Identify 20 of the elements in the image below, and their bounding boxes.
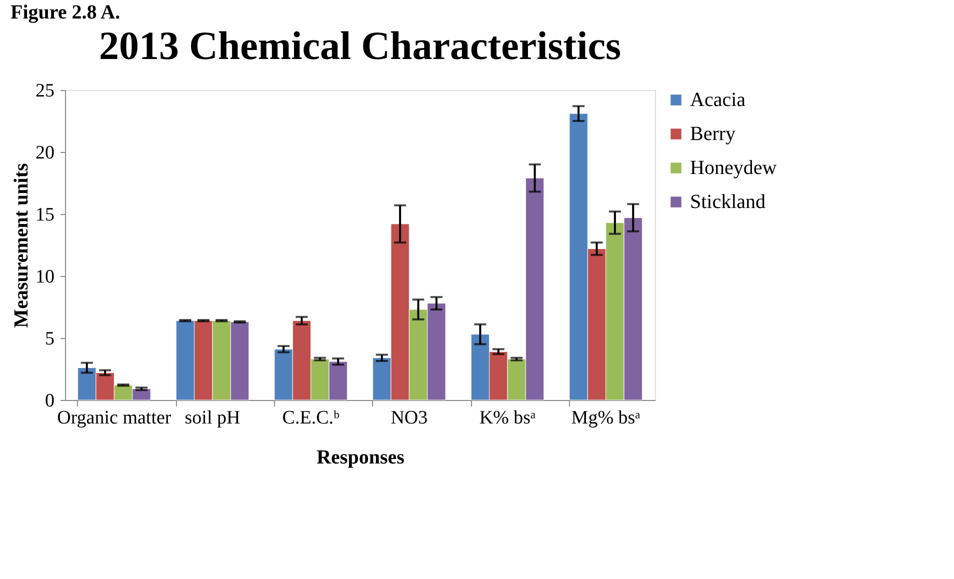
x-tick-label: soil pH	[184, 408, 240, 428]
y-tick-label: 5	[45, 328, 54, 350]
x-tick-label: Mg% bsᵃ	[571, 408, 640, 428]
x-tick-label: K% bsᵃ	[479, 408, 536, 428]
x-tick-label: Organic matter	[57, 408, 172, 428]
chart-title: 2013 Chemical Characteristics	[98, 23, 622, 68]
legend-label: Stickland	[690, 191, 766, 213]
x-tick-label: C.E.C.ᵇ	[282, 408, 340, 428]
y-tick-label: 25	[36, 80, 54, 102]
y-tick-label: 20	[36, 142, 54, 164]
legend-label: Berry	[690, 123, 736, 145]
caption: Figure 2.8 A.	[10, 2, 120, 24]
x-axis-title: Responses	[316, 446, 405, 468]
y-tick-label: 10	[36, 266, 54, 288]
y-tick-label: 15	[36, 204, 54, 226]
legend-label: Acacia	[690, 89, 746, 111]
y-tick-label: 0	[45, 390, 54, 412]
x-tick-label: NO3	[390, 408, 428, 428]
legend-label: Honeydew	[690, 157, 778, 179]
y-axis-title: Measurement units	[10, 162, 32, 328]
